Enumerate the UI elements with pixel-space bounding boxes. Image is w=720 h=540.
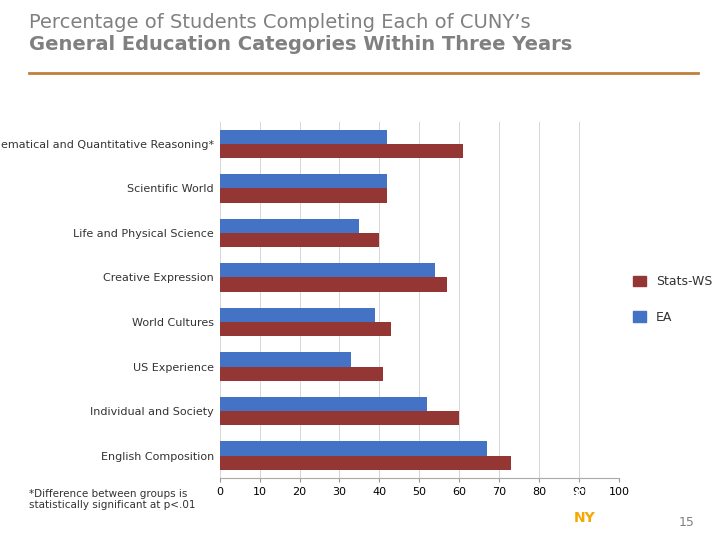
Bar [220,441,487,456]
Bar [220,308,375,322]
Bar [220,352,351,367]
Text: Percentage of Students Completing Each of CUNY’s: Percentage of Students Completing Each o… [29,14,531,32]
Bar [220,456,511,470]
Bar [220,219,359,233]
Bar [220,233,379,247]
Bar [220,367,384,381]
Bar [220,263,436,278]
Text: *Difference between groups is
statistically significant at p<.01: *Difference between groups is statistica… [29,489,195,510]
Bar [220,130,387,144]
Text: 15: 15 [679,516,695,529]
Bar [220,174,387,188]
Legend: Stats-WS, EA: Stats-WS, EA [634,275,712,324]
Text: General Education Categories Within Three Years: General Education Categories Within Thre… [29,35,572,54]
Bar [220,278,447,292]
Bar [220,188,387,202]
Bar [220,144,464,158]
Bar [220,411,459,426]
Bar [220,397,428,411]
Text: CU: CU [575,488,595,502]
Bar [220,322,392,336]
Text: NY: NY [574,510,596,524]
